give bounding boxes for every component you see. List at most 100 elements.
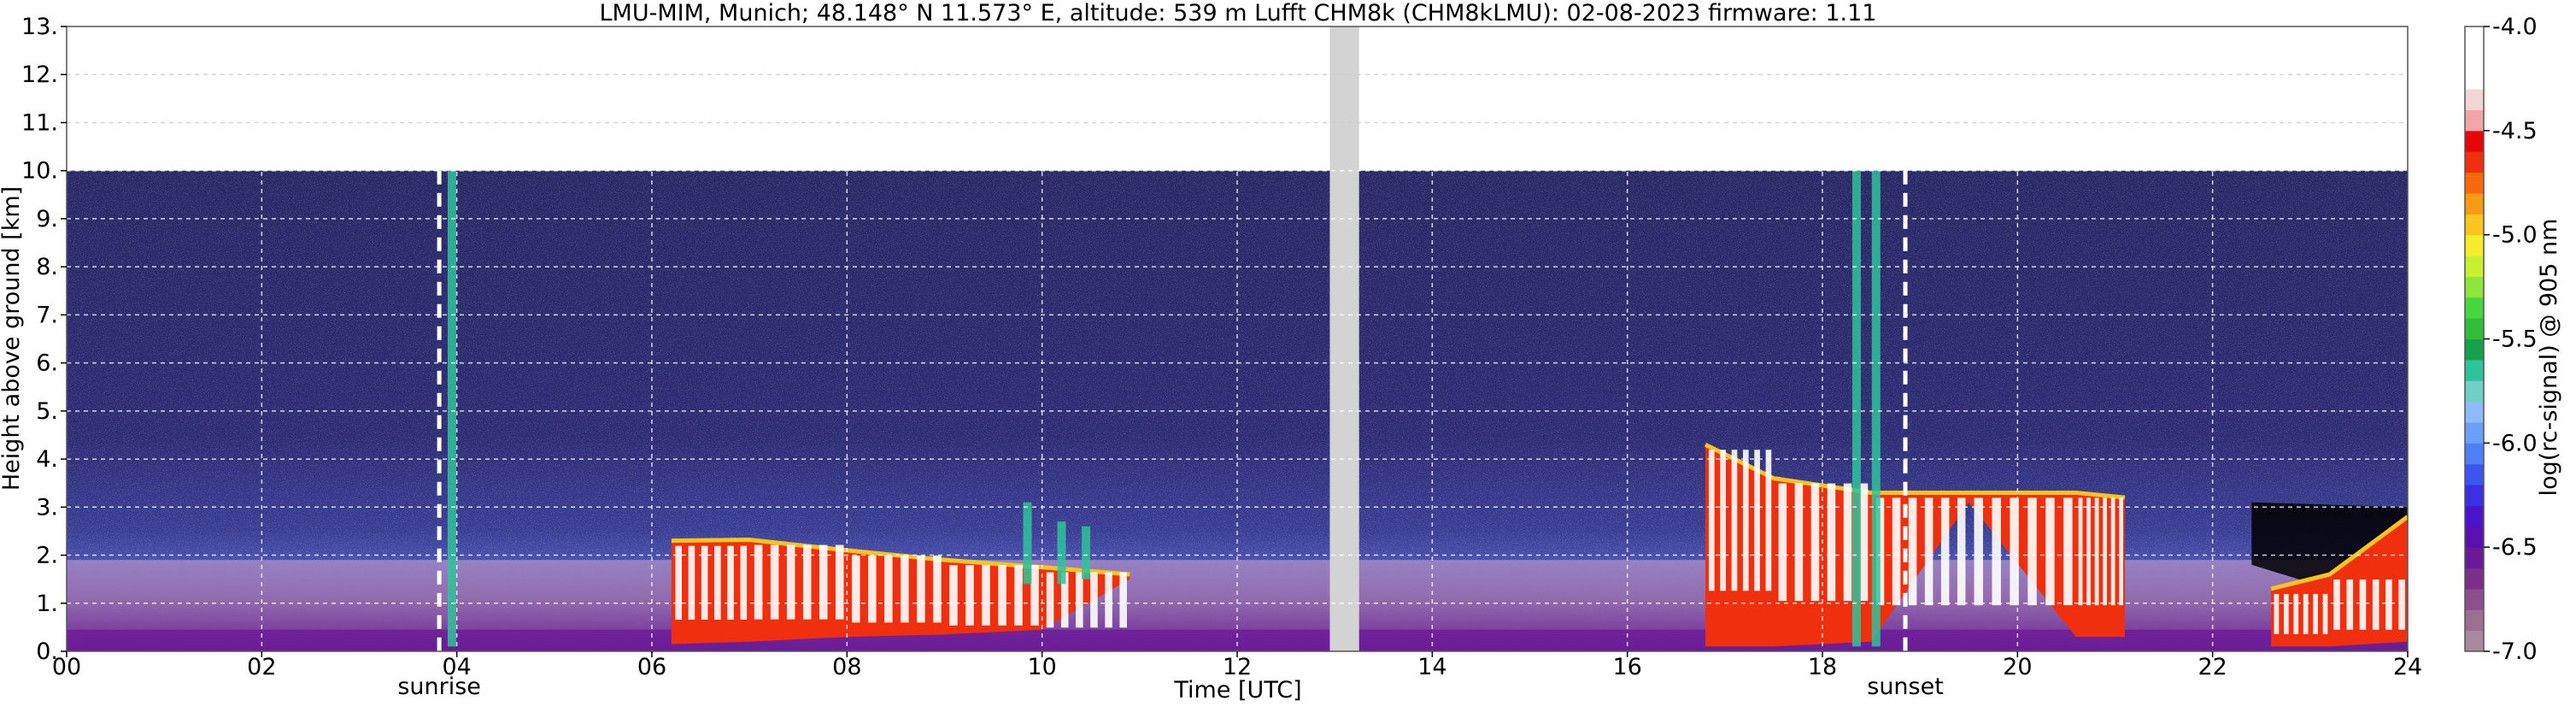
event-label-sunset: sunset: [1867, 674, 1944, 700]
colorbar-cell: [2465, 630, 2484, 652]
cloud-core: [949, 565, 958, 626]
y-tick-label: 4.: [36, 446, 58, 473]
colorbar-cell: [2465, 338, 2484, 361]
colorbar-cell: [2465, 109, 2484, 132]
cloud-core: [1908, 497, 1917, 606]
cloud-core: [701, 545, 708, 621]
cloud-core: [1105, 572, 1112, 628]
precip-streaks: [447, 170, 1881, 647]
cloud-core: [917, 555, 925, 623]
colorbar-cell: [2465, 297, 2484, 319]
cloud-core: [2359, 580, 2367, 630]
cloud-core: [1119, 572, 1127, 628]
y-axis-ticks: 0. 1. 2. 3. 4. 5. 6. 7. 8. 9. 10. 11. 12. 13.: [21, 14, 67, 665]
x-axis-ticks: 00 02 04 06 08 10 12 14 16 18 20 22 24: [52, 651, 2422, 680]
colorbar-tick-label: -4.0: [2492, 14, 2538, 40]
cloud-core: [998, 565, 1006, 626]
y-tick-label: 9.: [36, 206, 58, 232]
cloud-core: [2110, 497, 2115, 606]
colorbar-cell: [2465, 26, 2484, 48]
cloud-core: [884, 555, 893, 623]
grid-lines: [67, 26, 2408, 651]
precip-streak: [1057, 521, 1066, 585]
cloud-core: [2385, 580, 2392, 630]
cloud-core: [770, 544, 779, 620]
x-tick-label: 16: [1612, 654, 1641, 680]
cloud-core: [1708, 450, 1715, 591]
cloud-core: [2010, 497, 2019, 606]
data-gap: [1329, 26, 1359, 651]
cloud-core: [2094, 497, 2099, 606]
plot-area: [67, 26, 2408, 651]
x-tick-label: 24: [2393, 654, 2422, 680]
colorbar-cell: [2465, 214, 2484, 236]
cloud-core: [786, 544, 795, 620]
cloud-core: [982, 565, 990, 626]
y-tick-label: 5.: [36, 398, 58, 425]
colorbar-cell: [2465, 47, 2484, 69]
cloud-core: [2293, 593, 2299, 634]
event-labels: sunrise sunset: [397, 674, 1943, 700]
x-tick-label: 10: [1027, 654, 1056, 680]
colorbar-cell: [2465, 547, 2484, 569]
cloud-core: [2346, 580, 2354, 630]
event-label-sunrise: sunrise: [397, 674, 481, 700]
x-tick-label: 12: [1223, 654, 1252, 680]
cloud-core: [2398, 580, 2405, 630]
x-tick-label: 02: [247, 654, 276, 680]
colorbar-cell: [2465, 68, 2484, 90]
precip-streak: [1871, 170, 1881, 647]
cloud-core: [1060, 572, 1069, 628]
cloud-core: [965, 565, 974, 626]
x-tick-label: 04: [442, 654, 471, 680]
y-tick-label: 6.: [36, 350, 58, 377]
colorbar: -4.0 -4.5 -5.0 -5.5 -6.0 -6.5 -7.0: [2464, 14, 2538, 665]
cloud-core: [2027, 497, 2037, 606]
colorbar-tick-label: -7.0: [2492, 638, 2538, 665]
x-tick-label: 22: [2198, 654, 2227, 680]
cloud-core: [1765, 450, 1772, 591]
cloud-layers: [671, 442, 2408, 647]
y-tick-label: 0.: [36, 638, 58, 665]
colorbar-cell: [2465, 151, 2484, 174]
cloud-core: [1992, 497, 2001, 606]
colorbar-cell: [2465, 588, 2484, 610]
cloud-core: [1731, 450, 1738, 591]
colorbar-cell: [2465, 380, 2484, 403]
cloud-core: [836, 544, 844, 620]
cloud-core: [727, 545, 734, 621]
cloud-core: [1957, 497, 1966, 606]
cloud-core: [2333, 580, 2340, 630]
cloud-core: [901, 555, 909, 623]
colorbar-cell: [2465, 609, 2484, 632]
cloud-core: [1076, 572, 1083, 628]
x-tick-label: 00: [52, 654, 81, 680]
cloud-core: [754, 544, 763, 620]
cloud-core: [1720, 450, 1726, 591]
cloud-core: [2045, 497, 2055, 606]
colorbar-cell: [2465, 463, 2484, 485]
colorbar-cell: [2465, 130, 2484, 152]
colorbar-cell: [2465, 192, 2484, 215]
cloud-core: [714, 545, 721, 621]
cloud-core: [2086, 497, 2091, 606]
x-tick-label: 20: [2003, 654, 2032, 680]
cloud-top-evening-clouds: [1704, 442, 2126, 500]
cloud-core: [2284, 593, 2289, 634]
cloud-core: [1892, 497, 1901, 606]
cloud-core: [1859, 483, 1869, 602]
colorbar-cell: [2465, 568, 2484, 590]
y-tick-label: 7.: [36, 302, 58, 328]
cloud-core: [1754, 450, 1760, 591]
x-tick-label: 14: [1417, 654, 1446, 680]
colorbar-cell: [2465, 172, 2484, 194]
cloud-core: [1974, 497, 1983, 606]
cloud-core: [852, 555, 860, 623]
cloud-core: [2119, 497, 2124, 606]
cloud-core: [1014, 565, 1023, 626]
cloud-core: [2372, 580, 2379, 630]
y-tick-label: 3.: [36, 494, 58, 521]
colorbar-tick-label: -5.0: [2492, 222, 2538, 249]
y-tick-label: 1.: [36, 591, 58, 617]
